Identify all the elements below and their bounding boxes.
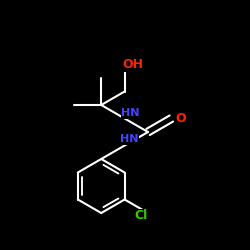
Text: HN: HN (121, 108, 140, 118)
Text: Cl: Cl (135, 210, 148, 222)
Text: OH: OH (122, 58, 143, 71)
Text: HN: HN (120, 134, 139, 144)
Text: O: O (175, 112, 186, 125)
